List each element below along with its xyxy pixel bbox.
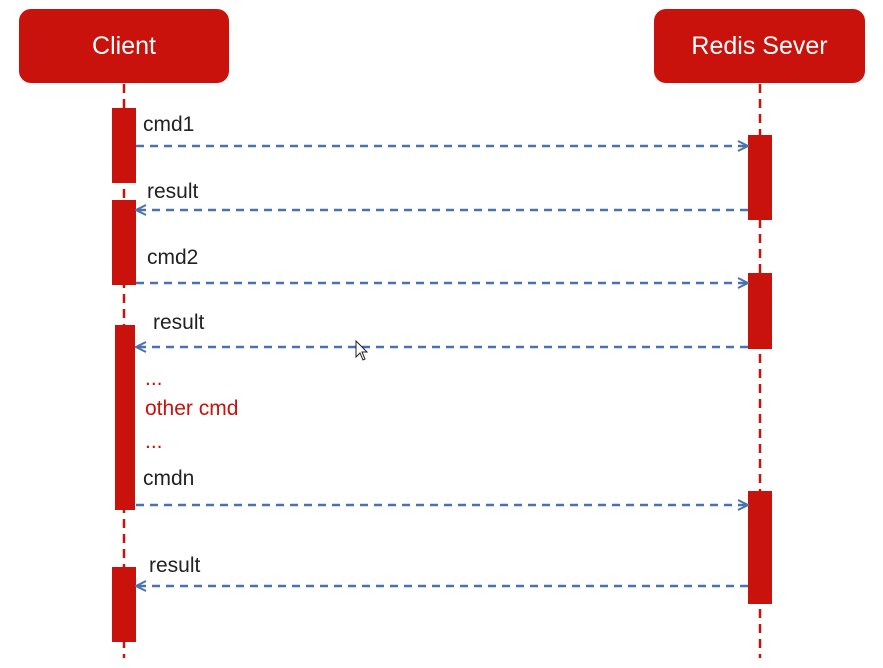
note-ellipsis-bottom: ... (145, 431, 163, 452)
message-label-cmd2: cmd2 (147, 247, 198, 268)
server-activation (748, 273, 772, 349)
server-participant: Redis Sever (654, 9, 865, 83)
note-ellipsis-top: ... (145, 368, 163, 389)
message-label-cmdn: cmdn (143, 468, 194, 489)
client-activation (112, 200, 136, 285)
message-label-result-3: result (149, 555, 200, 576)
client-participant-label: Client (92, 32, 156, 61)
client-activation (112, 108, 136, 183)
message-label-cmd1: cmd1 (143, 114, 194, 135)
server-participant-label: Redis Sever (691, 32, 827, 61)
message-label-result-1: result (147, 181, 198, 202)
client-activation (115, 325, 135, 510)
message-label-result-2: result (153, 312, 204, 333)
client-activation (112, 567, 136, 642)
server-activation (748, 491, 772, 604)
client-participant: Client (19, 9, 229, 83)
cursor-icon (356, 341, 367, 360)
note-other-cmd: other cmd (145, 398, 238, 419)
server-activation (748, 135, 772, 220)
